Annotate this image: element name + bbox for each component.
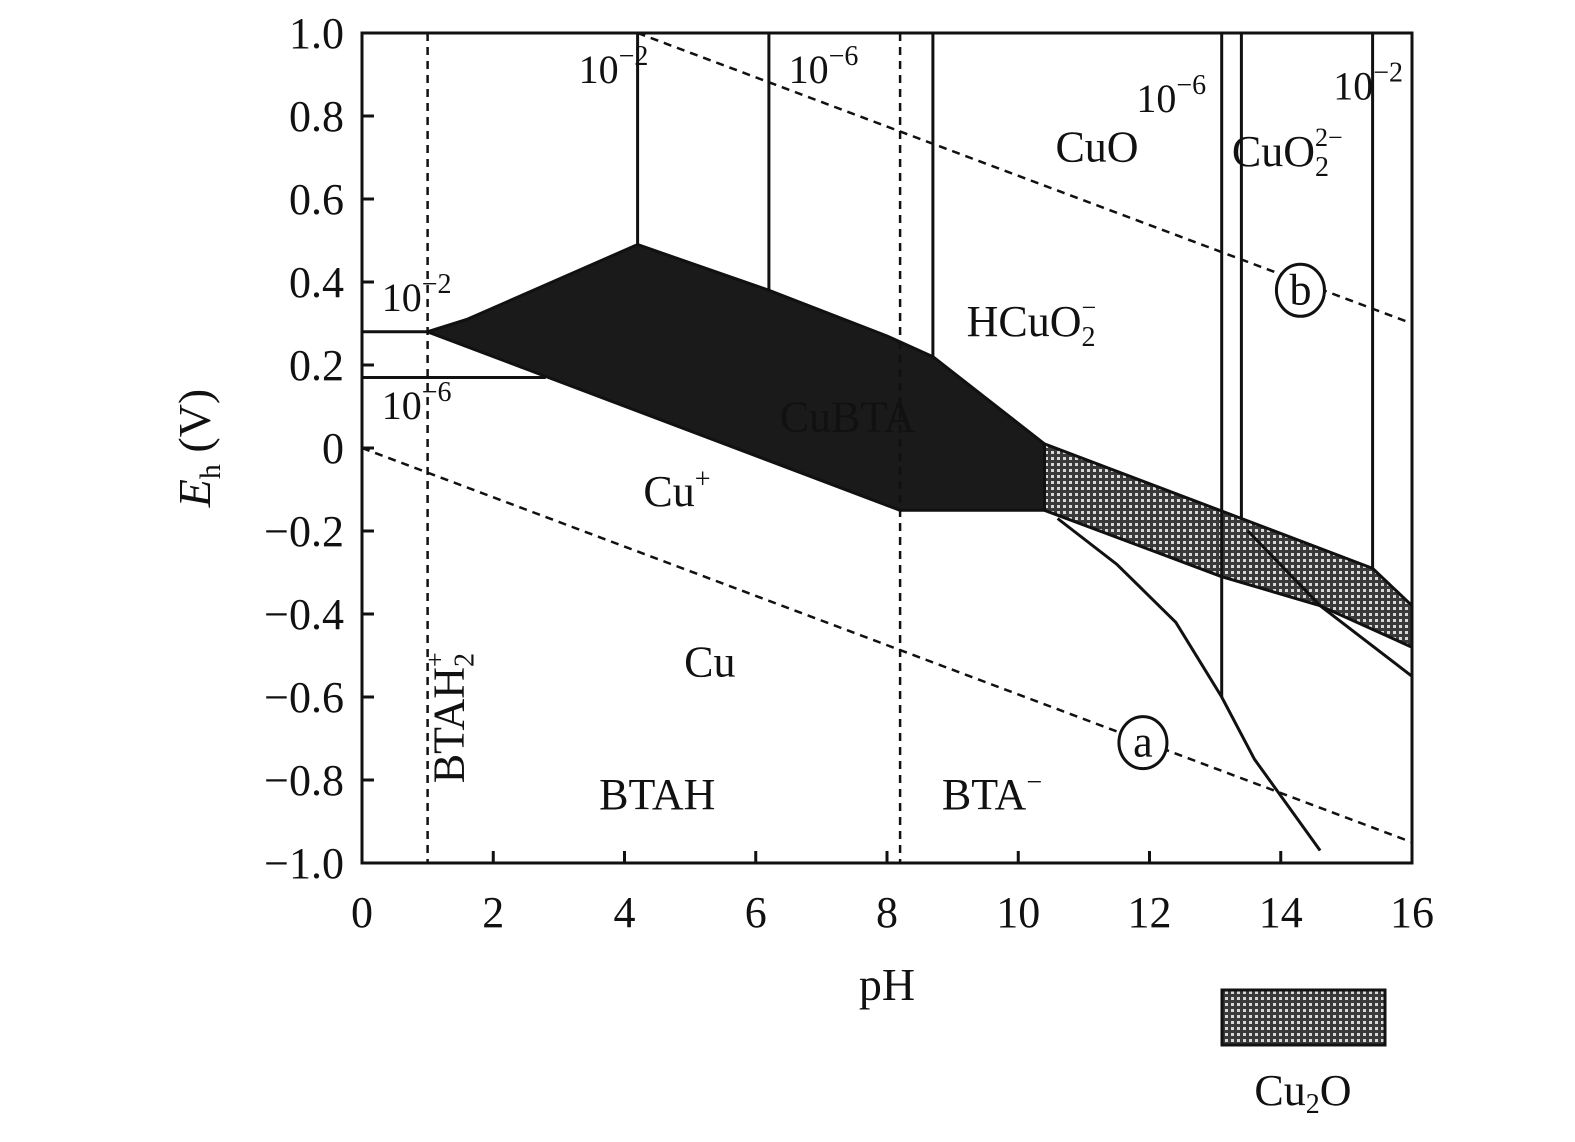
region-label-btah2: BTAH2+	[421, 652, 481, 783]
line-marker-a: a	[1133, 718, 1153, 767]
x-tick-label: 2	[482, 888, 504, 937]
y-tick-label: 1.0	[289, 9, 344, 58]
concentration-base: 10	[382, 275, 422, 320]
y-axis-title-unit: (V)	[169, 389, 220, 464]
regions-layer	[426, 243, 1414, 649]
line-marker-b: b	[1289, 265, 1311, 314]
x-tick-label: 16	[1390, 888, 1434, 937]
region-cubta	[426, 243, 1046, 512]
region-label-btaminus-sup: −	[1026, 767, 1042, 798]
x-tick-label: 0	[351, 888, 373, 937]
region-label-cubta: CuBTA	[780, 392, 916, 441]
y-axis-title: Eh (V)	[169, 389, 227, 508]
legend: Cu2O	[1220, 988, 1387, 1120]
concentration-base: 10	[579, 47, 619, 92]
boundary-line-12	[1056, 517, 1322, 852]
x-tick-label: 4	[614, 888, 636, 937]
legend-label-tail: O	[1320, 1066, 1352, 1115]
y-axis-title-sub: h	[194, 464, 227, 479]
region-label-cuo-text: CuO	[1055, 123, 1138, 172]
region-label-cuplus-sup: +	[695, 464, 711, 495]
concentration-exponent: −6	[829, 41, 859, 72]
region-label-btaminus-text: BTA	[942, 770, 1027, 819]
concentration-label: 10−2	[382, 269, 452, 320]
y-tick-label: 0.4	[289, 258, 344, 307]
legend-swatch	[1220, 988, 1387, 1047]
legend-label-sub: 2	[1306, 1089, 1320, 1120]
concentration-label: 10−6	[789, 41, 859, 92]
region-cu2o	[1043, 442, 1414, 649]
region-label-cuo: CuO	[1055, 123, 1138, 172]
boundary-line-14	[1246, 529, 1322, 607]
region-label-btah: BTAH	[599, 770, 715, 819]
x-tick-label: 8	[876, 888, 898, 937]
y-tick-label: −0.6	[264, 673, 344, 722]
concentration-base: 10	[382, 383, 422, 428]
x-axis-title: pH	[859, 959, 915, 1010]
region-label-btaminus: BTA−	[942, 767, 1042, 819]
concentration-base: 10	[1136, 76, 1176, 121]
y-tick-label: 0.6	[289, 175, 344, 224]
y-tick-label: −0.4	[264, 590, 344, 639]
dashed-line-0	[361, 446, 1413, 844]
concentration-exponent: −6	[1176, 70, 1206, 101]
region-label-hcuo2-text: HCuO	[967, 297, 1082, 346]
y-tick-label: −0.8	[264, 756, 344, 805]
region-label-cuplus-text: Cu	[643, 467, 694, 516]
concentration-base: 10	[789, 47, 829, 92]
boundary-line-13	[1319, 604, 1413, 678]
concentration-label: 10−6	[1136, 70, 1206, 121]
region-label-hcuo2: HCuO2−	[967, 293, 1097, 353]
region-label-btah2-text: BTAH	[425, 667, 474, 783]
region-label-cuplus: Cu+	[643, 464, 710, 516]
y-tick-label: 0	[322, 424, 344, 473]
concentration-exponent: −2	[1373, 57, 1403, 88]
tick-labels-layer: 0 2 4 6 8 10 12 14 16 1.0 0.8 0.6 0.4 0.2 0 −0.2 −0.4 −0.…	[264, 9, 1434, 937]
concentration-exponent: −2	[422, 269, 452, 300]
y-tick-label: −0.2	[264, 507, 344, 556]
y-tick-label: −1.0	[264, 839, 344, 888]
region-label-cuo2-sub: 2	[1315, 152, 1329, 183]
concentration-base: 10	[1333, 63, 1373, 108]
region-label-cu: Cu	[684, 637, 735, 686]
region-label-cuo2-text: CuO	[1232, 127, 1315, 176]
concentration-label: 10−2	[1333, 57, 1403, 108]
x-tick-label: 10	[996, 888, 1040, 937]
region-label-btah2-sub: 2	[450, 653, 481, 667]
region-label-cu-text: Cu	[684, 637, 735, 686]
concentration-label: 10−6	[382, 377, 452, 428]
region-label-cuo2-sup: 2−	[1315, 123, 1343, 152]
x-tick-label: 12	[1128, 888, 1172, 937]
region-label-hcuo2-sub: 2	[1081, 322, 1095, 353]
legend-label: Cu2O	[1254, 1066, 1351, 1120]
ticks-layer	[360, 31, 1414, 865]
line-marker-a-circle	[1117, 715, 1169, 771]
legend-label-main: Cu	[1254, 1066, 1305, 1115]
region-label-cuo2: CuO22−	[1232, 123, 1343, 183]
concentration-exponent: −6	[422, 377, 452, 408]
y-tick-label: 0.8	[289, 92, 344, 141]
region-label-btah2-sup: +	[421, 652, 450, 667]
y-axis-title-base: E	[169, 479, 220, 508]
x-tick-label: 14	[1259, 888, 1303, 937]
lines-layer	[361, 31, 1413, 863]
x-tick-label: 6	[745, 888, 767, 937]
concentration-exponent: −2	[619, 41, 649, 72]
concentration-label: 10−2	[579, 41, 649, 92]
region-label-hcuo2-sup: −	[1081, 293, 1096, 322]
line-marker-b-circle	[1274, 262, 1326, 318]
boundary-line-4	[362, 317, 468, 334]
y-tick-label: 0.2	[289, 341, 344, 390]
region-label-btah-text: BTAH	[599, 770, 715, 819]
region-label-cubta-text: CuBTA	[780, 392, 916, 441]
